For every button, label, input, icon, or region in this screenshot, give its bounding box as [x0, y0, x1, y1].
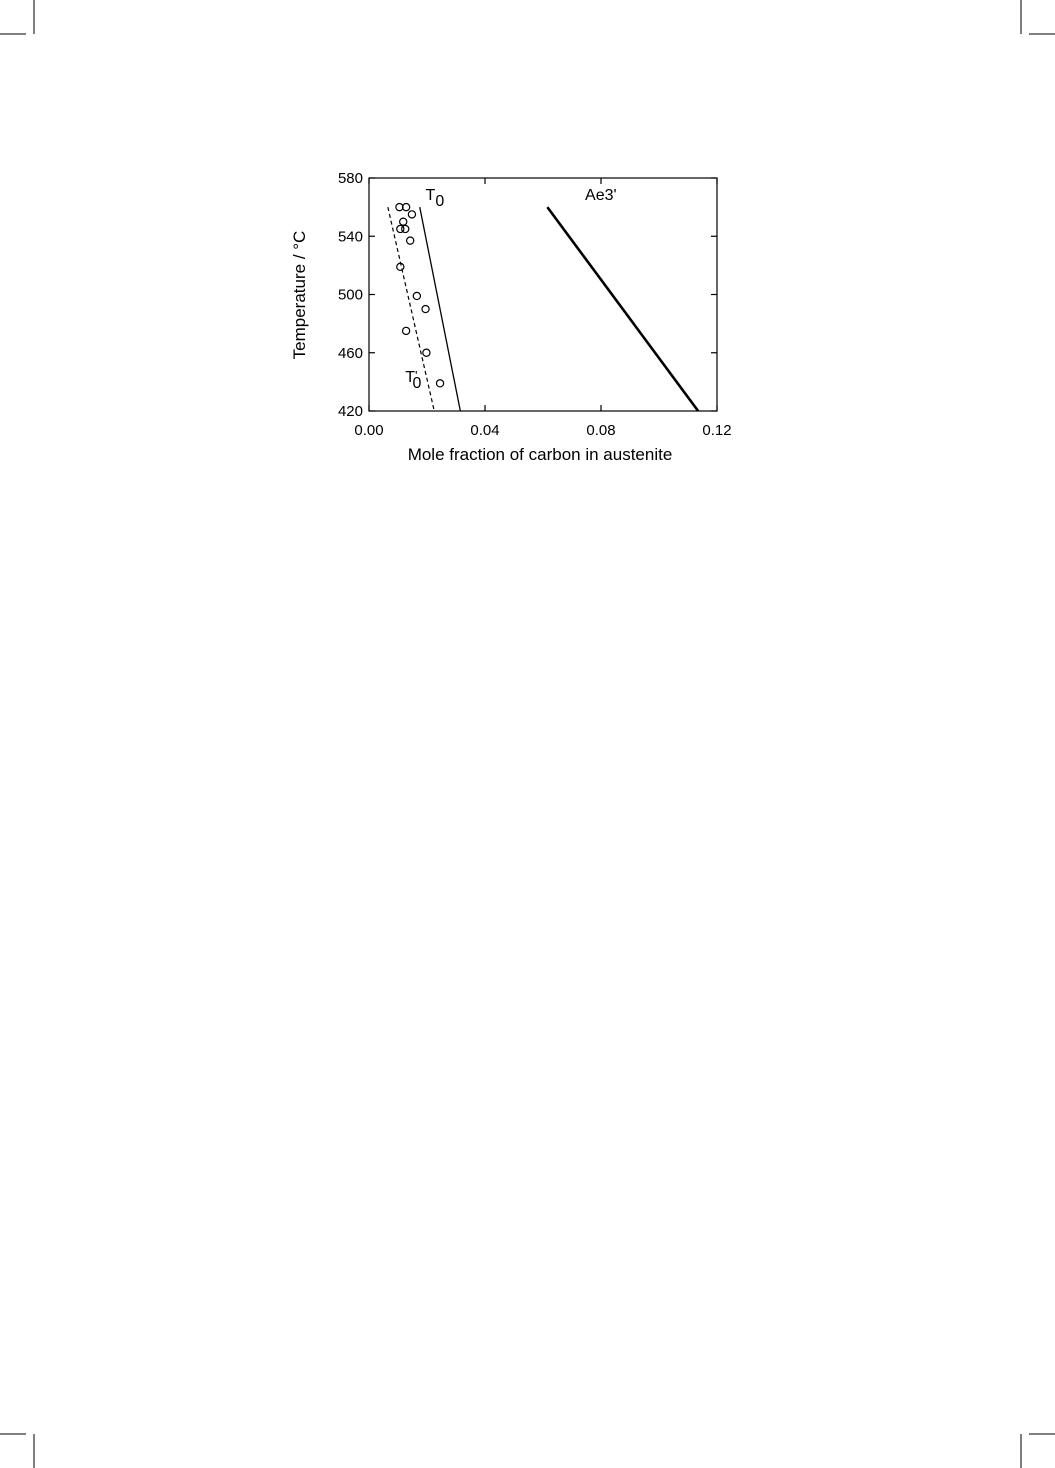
x-tick-label-0: 0.00 — [354, 422, 383, 439]
series-lines — [387, 206, 700, 412]
y-tick-label-3: 540 — [338, 228, 363, 245]
y-axis-label: Temperature / °C — [290, 231, 309, 360]
data-point-3 — [399, 217, 408, 226]
x-tick-labels: 0.00 0.04 0.08 0.12 — [354, 422, 731, 439]
axis-ticks — [368, 177, 718, 412]
series-line-t0 — [419, 206, 461, 412]
data-point-5 — [401, 224, 410, 234]
data-point-4 — [396, 224, 405, 234]
data-point-12 — [435, 379, 445, 388]
x-axis-label: Mole fraction of carbon in austenite — [408, 445, 673, 464]
annotation-2: T'0 — [405, 368, 421, 392]
y-tick-labels: 420 460 500 540 580 — [338, 170, 363, 420]
data-point-1 — [401, 202, 411, 212]
series-line-ae3-prime — [546, 206, 700, 412]
data-point-8 — [412, 291, 422, 301]
y-tick-label-2: 500 — [338, 287, 363, 304]
data-point-6 — [405, 236, 415, 245]
data-point-11 — [422, 348, 431, 357]
data-point-9 — [421, 304, 430, 314]
x-tick-label-1: 0.04 — [470, 422, 499, 439]
annotation-1: Ae3' — [585, 187, 617, 204]
y-tick-label-4: 580 — [338, 170, 363, 187]
x-tick-label-3: 0.12 — [702, 422, 731, 439]
annotation-0: T0 — [426, 187, 445, 210]
data-points — [395, 202, 445, 388]
data-point-7 — [396, 262, 405, 272]
data-point-2 — [407, 210, 417, 219]
line-annotations: T0 Ae3' T'0 — [405, 187, 616, 392]
data-point-10 — [401, 326, 411, 336]
x-tick-label-2: 0.08 — [586, 422, 615, 439]
y-tick-label-1: 460 — [338, 345, 363, 362]
y-tick-label-0: 420 — [338, 403, 363, 420]
